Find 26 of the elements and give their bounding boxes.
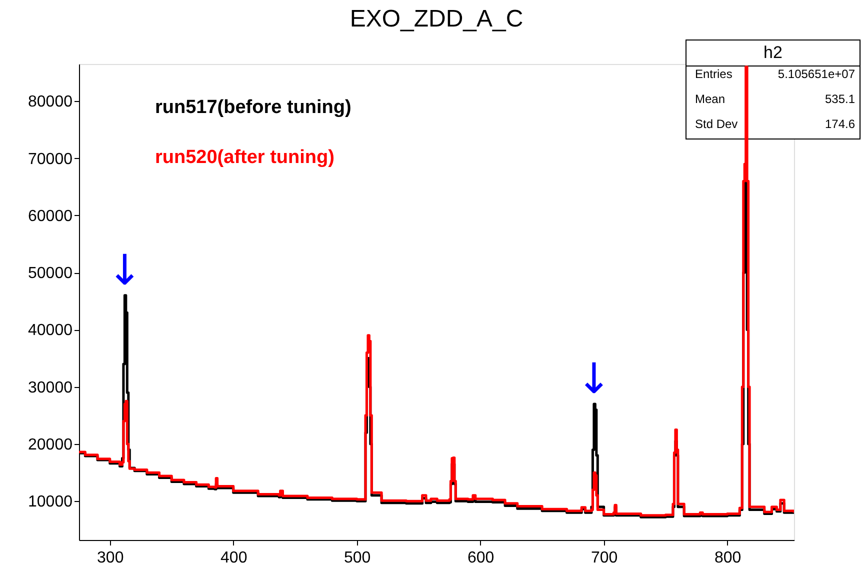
y-tick-label: 20000 [28, 436, 73, 454]
annotation: ↓ [107, 245, 142, 294]
y-tick-label: 40000 [28, 322, 73, 340]
annotation: 5.105651e+07 [778, 67, 856, 81]
y-tick-label: 60000 [28, 208, 73, 225]
text: run517(before tuning) [155, 97, 352, 118]
annotation: ↓ [576, 354, 612, 403]
x-tick-label: 800 [714, 550, 742, 566]
y-tick-label: 10000 [28, 494, 73, 511]
x-tick-label: 500 [344, 550, 371, 566]
chart-title: EXO_ZDD_A_C [350, 6, 524, 32]
y-tick-label: 80000 [28, 94, 73, 111]
x-tick-label: 300 [97, 550, 124, 566]
annotation: Entries [695, 67, 732, 81]
y-tick-label: 70000 [28, 150, 73, 168]
annotation: Std Dev [695, 117, 738, 131]
x-tick-label: 400 [220, 550, 248, 566]
text: 174.6 [824, 117, 856, 131]
y-tick-label: 50000 [28, 265, 73, 282]
text: run520(after tuning) [155, 147, 334, 168]
y-tick-label: 30000 [28, 379, 73, 396]
annotation: Mean [695, 92, 726, 106]
text: h2 [764, 43, 782, 62]
x-tick-label: 600 [467, 550, 494, 566]
text: 535.1 [824, 92, 856, 106]
x-tick-label: 700 [590, 550, 618, 566]
